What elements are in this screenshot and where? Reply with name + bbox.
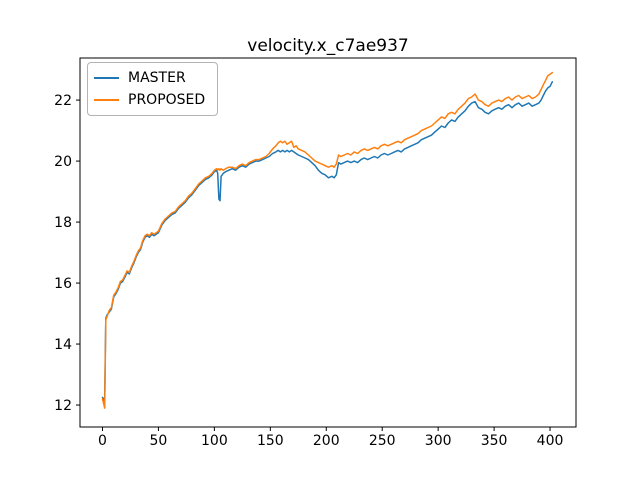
y-tick-label: 20 xyxy=(54,154,72,170)
x-tick-label: 100 xyxy=(201,433,228,449)
chart-title: velocity.x_c7ae937 xyxy=(247,36,409,56)
y-tick-label: 18 xyxy=(54,215,72,231)
y-tick-label: 22 xyxy=(54,93,72,109)
legend-line-icon xyxy=(94,98,119,102)
axes-spines xyxy=(79,57,577,428)
x-tick-label: 200 xyxy=(313,433,340,449)
legend-line-icon xyxy=(94,76,119,80)
y-tick-label: 12 xyxy=(54,398,72,414)
x-tick-label: 50 xyxy=(150,433,168,449)
x-tick-label: 250 xyxy=(369,433,396,449)
legend: MASTER PROPOSED xyxy=(87,62,219,116)
series-line-proposed xyxy=(101,71,554,409)
y-tick-label: 16 xyxy=(54,276,72,292)
x-tick-label: 0 xyxy=(98,433,107,449)
y-tick-label: 14 xyxy=(54,337,72,353)
legend-item-proposed: PROPOSED xyxy=(94,89,205,111)
legend-label-proposed: PROPOSED xyxy=(128,92,206,108)
legend-label-master: MASTER xyxy=(128,70,186,86)
x-tick-label: 350 xyxy=(481,433,508,449)
legend-item-master: MASTER xyxy=(94,67,205,89)
x-tick-label: 400 xyxy=(537,433,564,449)
series-line-master xyxy=(101,81,554,402)
x-tick-label: 300 xyxy=(425,433,452,449)
x-tick-label: 150 xyxy=(257,433,284,449)
